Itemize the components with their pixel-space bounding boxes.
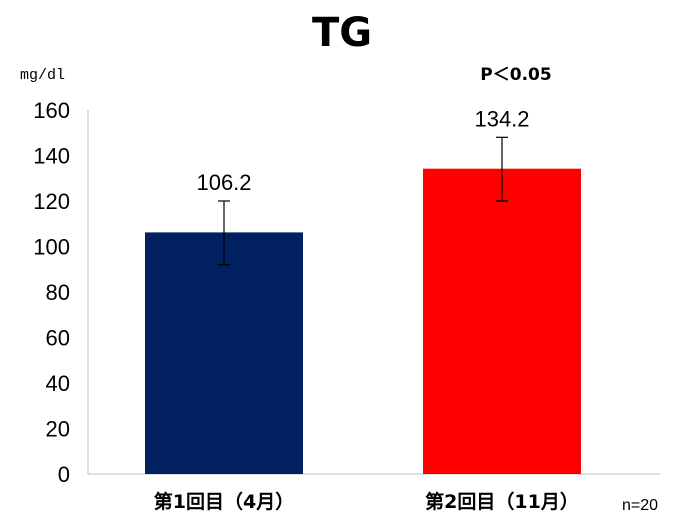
y-axis-ticks: 0 20 40 60 80 100 120 140 160	[33, 98, 70, 487]
y-tick-label: 160	[33, 98, 70, 123]
category-label-2: 第2回目（11月）	[425, 490, 579, 513]
sample-size-annotation: n=20	[622, 497, 658, 514]
bar-2	[423, 168, 581, 474]
data-label-1: 106.2	[196, 170, 251, 195]
y-tick-label: 20	[46, 417, 70, 442]
y-tick-label: 120	[33, 189, 70, 214]
p-value-annotation: P＜0.05	[480, 65, 551, 85]
bars-group: 106.2 第1回目（4月） 134.2 第2回目（11月）	[145, 106, 581, 513]
y-tick-label: 100	[33, 235, 70, 260]
category-label-1: 第1回目（4月）	[154, 490, 294, 513]
bar-1	[145, 232, 303, 474]
y-tick-label: 60	[46, 326, 70, 351]
y-tick-label: 80	[46, 280, 70, 305]
y-tick-label: 0	[58, 462, 70, 487]
chart-title: TG	[312, 10, 372, 56]
y-axis-unit-label: mg/dl	[20, 67, 65, 84]
y-tick-label: 140	[33, 144, 70, 169]
data-label-2: 134.2	[474, 106, 529, 131]
y-tick-label: 40	[46, 371, 70, 396]
